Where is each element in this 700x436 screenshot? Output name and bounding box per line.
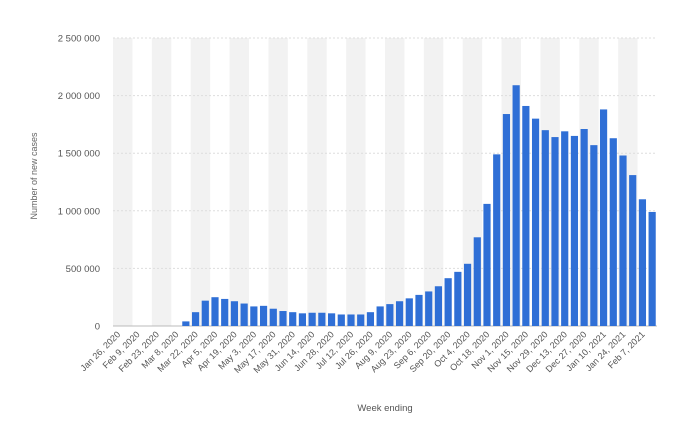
bar xyxy=(298,313,307,326)
bar xyxy=(425,291,433,326)
bar xyxy=(191,312,200,326)
bar xyxy=(590,145,598,326)
bar xyxy=(502,114,511,326)
bar xyxy=(619,155,627,326)
bar xyxy=(444,278,452,326)
bar-series xyxy=(182,85,656,327)
bar xyxy=(522,105,530,326)
x-axis-title: Week ending xyxy=(357,403,412,414)
bar xyxy=(580,129,588,326)
bar xyxy=(289,312,297,326)
shade-band xyxy=(268,38,288,326)
bar xyxy=(395,301,404,326)
y-tick-label: 2 500 000 xyxy=(58,34,100,45)
shade-band xyxy=(346,38,366,326)
bar xyxy=(551,137,559,326)
bar xyxy=(386,304,394,326)
y-axis-tick-labels: 0 500 000 1 000 000 1 500 000 2 000 000 2 500… xyxy=(58,34,100,333)
bar xyxy=(211,297,219,326)
bar xyxy=(493,154,501,326)
bar xyxy=(609,138,617,326)
bar xyxy=(269,308,277,326)
shade-band xyxy=(307,38,327,326)
bar xyxy=(201,300,209,326)
y-tick-label: 0 xyxy=(95,322,100,333)
bar xyxy=(512,85,520,327)
bar xyxy=(473,237,481,326)
bar xyxy=(347,314,355,326)
y-tick-label: 2 000 000 xyxy=(58,91,100,102)
shade-band xyxy=(385,38,405,326)
alternating-column-shading xyxy=(113,38,638,326)
bar xyxy=(405,298,413,326)
bar xyxy=(376,306,384,326)
y-tick-label: 1 500 000 xyxy=(58,149,100,160)
shade-band xyxy=(229,38,249,326)
bar xyxy=(483,203,491,326)
bar xyxy=(463,263,472,326)
bar xyxy=(279,311,287,326)
bar xyxy=(308,312,316,326)
y-axis-title: Number of new cases xyxy=(29,132,39,220)
bar xyxy=(434,286,443,326)
bar xyxy=(230,301,239,326)
bar xyxy=(327,313,336,326)
shade-band xyxy=(113,38,133,326)
shade-band xyxy=(423,38,444,326)
y-tick-label: 1 000 000 xyxy=(58,206,100,217)
bar xyxy=(337,314,345,326)
bar xyxy=(454,271,462,326)
bar xyxy=(541,130,549,326)
shade-band xyxy=(190,38,211,326)
bar xyxy=(638,199,647,326)
bar xyxy=(531,118,540,326)
bar xyxy=(629,175,637,326)
bar xyxy=(561,131,569,326)
bar xyxy=(599,109,608,326)
y-tick-label: 500 000 xyxy=(66,264,100,275)
bar xyxy=(250,306,258,326)
bar xyxy=(366,312,375,326)
shade-band xyxy=(151,38,172,326)
bar xyxy=(648,211,656,326)
bar xyxy=(318,312,326,326)
bar xyxy=(259,305,268,326)
bar xyxy=(357,314,365,326)
bar xyxy=(221,298,229,326)
bar xyxy=(182,321,190,326)
bar xyxy=(570,135,579,326)
bar xyxy=(240,303,248,326)
bar xyxy=(415,294,423,326)
